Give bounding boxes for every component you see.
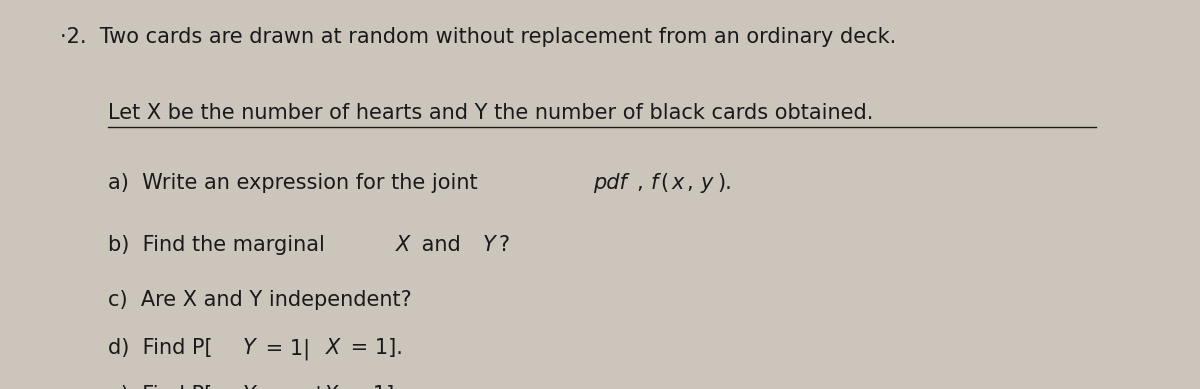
Text: ,: , xyxy=(688,173,697,193)
Text: = 1].: = 1]. xyxy=(342,385,401,389)
Text: c)  Are X and Y independent?: c) Are X and Y independent? xyxy=(108,290,412,310)
Text: e)  Find P[: e) Find P[ xyxy=(108,385,212,389)
Text: Y: Y xyxy=(482,235,496,255)
Text: y: y xyxy=(701,173,713,193)
Text: b)  Find the marginal: b) Find the marginal xyxy=(108,235,331,255)
Text: f: f xyxy=(652,173,659,193)
Text: ·2.  Two cards are drawn at random without replacement from an ordinary deck.: ·2. Two cards are drawn at random withou… xyxy=(60,27,896,47)
Text: X: X xyxy=(324,385,338,389)
Text: Y: Y xyxy=(242,385,256,389)
Text: ,: , xyxy=(637,173,648,193)
Text: a)  Write an expression for the joint: a) Write an expression for the joint xyxy=(108,173,485,193)
Text: pdf: pdf xyxy=(594,173,628,193)
Text: (: ( xyxy=(660,173,668,193)
Text: |: | xyxy=(314,385,322,389)
Text: ).: ). xyxy=(716,173,732,193)
Text: X: X xyxy=(396,235,410,255)
Text: =: = xyxy=(259,385,290,389)
Text: = 1].: = 1]. xyxy=(344,338,403,358)
Text: = 1|: = 1| xyxy=(259,338,311,360)
Text: d)  Find P[: d) Find P[ xyxy=(108,338,212,358)
Text: Y: Y xyxy=(242,338,256,358)
Text: y: y xyxy=(299,385,311,389)
Text: and: and xyxy=(415,235,467,255)
Text: ?: ? xyxy=(499,235,510,255)
Text: Let X be the number of hearts and Y the number of black cards obtained.: Let X be the number of hearts and Y the … xyxy=(108,103,874,123)
Text: x: x xyxy=(671,173,684,193)
Text: X: X xyxy=(325,338,340,358)
